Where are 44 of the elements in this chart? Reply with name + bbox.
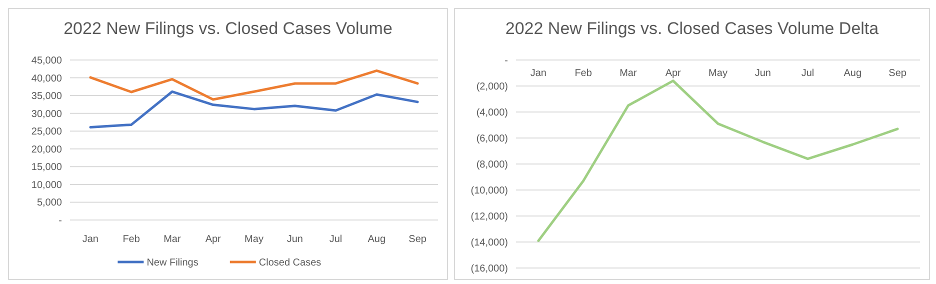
y-tick-label: 40,000: [31, 73, 62, 84]
y-tick-label: (12,000): [470, 212, 508, 222]
x-tick-label: Jan: [530, 68, 547, 79]
legend-label: Closed Cases: [258, 258, 322, 268]
x-tick-label: Aug: [844, 68, 862, 79]
y-tick-label: 10,000: [31, 180, 62, 191]
line-series: [89, 69, 419, 101]
y-tick-label: (8,000): [476, 160, 508, 170]
y-tick-label: (2,000): [476, 82, 508, 92]
y-tick-label: 30,000: [31, 108, 62, 120]
x-tick-label: Feb: [122, 234, 140, 245]
y-tick-label: 35,000: [31, 91, 62, 102]
x-tick-label: Feb: [574, 68, 592, 79]
x-tick-label: Jan: [82, 234, 99, 245]
x-tick-label: Aug: [368, 234, 386, 245]
y-tick-label: (10,000): [470, 186, 508, 196]
x-tick-label: Jul: [329, 234, 342, 245]
x-tick-label: Sep: [888, 68, 907, 79]
x-tick-label: Apr: [205, 234, 222, 245]
x-tick-label: Mar: [620, 68, 638, 79]
y-tick-label: (14,000): [470, 238, 508, 248]
y-tick-label: 20,000: [31, 144, 62, 156]
x-tick-label: Jul: [801, 68, 814, 79]
y-tick-label: (6,000): [476, 134, 508, 144]
x-tick-label: May: [708, 68, 728, 79]
y-tick-label: (16,000): [470, 264, 508, 274]
y-tick-label: 45,000: [31, 56, 62, 66]
legend-label: New Filings: [146, 258, 198, 268]
x-tick-label: Jun: [754, 68, 771, 79]
chart-title: 2022 New Filings vs. Closed Cases Volume: [64, 19, 392, 38]
line-series: [537, 80, 899, 242]
y-tick-label: -: [58, 216, 62, 226]
x-tick-label: Sep: [408, 234, 427, 245]
x-tick-label: Jun: [286, 234, 303, 245]
y-tick-label: (4,000): [476, 108, 508, 118]
x-tick-label: Mar: [164, 234, 182, 245]
y-tick-label: 25,000: [31, 126, 62, 138]
x-tick-label: May: [244, 234, 264, 245]
chart-title: 2022 New Filings vs. Closed Cases Volume Delta: [505, 19, 880, 38]
y-tick-label: 15,000: [31, 162, 62, 174]
x-tick-label: Apr: [665, 68, 682, 79]
y-tick-label: 5,000: [36, 198, 62, 209]
line-series: [89, 90, 419, 128]
y-tick-label: -: [504, 56, 508, 66]
